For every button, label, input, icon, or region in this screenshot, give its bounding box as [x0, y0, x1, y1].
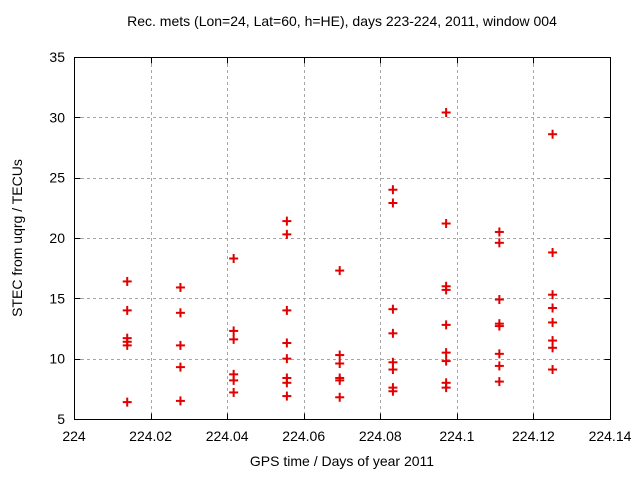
- data-point-marker: [229, 375, 239, 385]
- data-point-marker: [175, 362, 185, 372]
- data-point-marker: [335, 266, 345, 276]
- data-point-marker: [548, 343, 558, 353]
- data-point-marker: [175, 282, 185, 292]
- data-point-marker: [229, 254, 239, 264]
- data-point-marker: [229, 387, 239, 397]
- y-tick-label: 30: [49, 109, 65, 125]
- data-point-marker: [175, 308, 185, 318]
- data-point-marker: [494, 227, 504, 237]
- data-point-marker: [388, 185, 398, 195]
- data-point-marker: [494, 238, 504, 248]
- data-point-marker: [282, 354, 292, 364]
- x-tick-label: 224.02: [129, 428, 172, 444]
- y-tick-label: 20: [49, 230, 65, 246]
- x-tick-label: 224.14: [589, 428, 632, 444]
- data-point-marker: [282, 216, 292, 226]
- data-point-marker: [548, 303, 558, 313]
- data-point-marker: [282, 338, 292, 348]
- data-point-marker: [548, 317, 558, 327]
- y-tick-label: 15: [49, 290, 65, 306]
- data-point-marker: [282, 229, 292, 239]
- data-point-marker: [175, 340, 185, 350]
- data-point-marker: [335, 358, 345, 368]
- data-point-marker: [282, 305, 292, 315]
- data-point-marker: [548, 365, 558, 375]
- data-point-marker: [441, 219, 451, 229]
- x-tick-label: 224.08: [359, 428, 402, 444]
- x-tick-label: 224: [62, 428, 86, 444]
- data-point-marker: [335, 350, 345, 360]
- data-point-marker: [441, 348, 451, 358]
- data-point-marker: [548, 129, 558, 139]
- data-point-marker: [494, 349, 504, 359]
- data-point-marker: [548, 290, 558, 300]
- data-point-marker: [441, 320, 451, 330]
- data-point-marker: [494, 361, 504, 371]
- data-point-marker: [441, 356, 451, 366]
- data-point-marker: [388, 198, 398, 208]
- y-tick-label: 35: [49, 49, 65, 65]
- y-tick-label: 5: [57, 411, 65, 427]
- data-point-marker: [494, 321, 504, 331]
- data-point-marker: [335, 375, 345, 385]
- data-point-marker: [122, 305, 132, 315]
- data-point-marker: [335, 392, 345, 402]
- data-point-marker: [122, 340, 132, 350]
- x-axis-label: GPS time / Days of year 2011: [249, 453, 435, 469]
- data-point-marker: [388, 328, 398, 338]
- data-point-marker: [388, 386, 398, 396]
- data-point-marker: [494, 377, 504, 387]
- x-tick-label: 224.12: [512, 428, 555, 444]
- data-point-marker: [122, 276, 132, 286]
- chart-title: Rec. mets (Lon=24, Lat=60, h=HE), days 2…: [127, 13, 557, 29]
- data-point-marker: [388, 304, 398, 314]
- data-point-marker: [229, 326, 239, 336]
- data-point-marker: [441, 108, 451, 118]
- data-point-marker: [282, 391, 292, 401]
- data-point-marker: [494, 295, 504, 305]
- data-point-marker: [122, 397, 132, 407]
- data-point-marker: [548, 247, 558, 257]
- y-tick-label: 25: [49, 170, 65, 186]
- x-tick-label: 224.06: [282, 428, 325, 444]
- data-point-marker: [441, 285, 451, 295]
- data-point-marker: [229, 334, 239, 344]
- x-tick-label: 224.04: [206, 428, 249, 444]
- data-point-marker: [388, 365, 398, 375]
- data-point-marker: [441, 383, 451, 393]
- data-point-marker: [175, 396, 185, 406]
- x-tick-label: 224.1: [439, 428, 474, 444]
- data-point-marker: [282, 378, 292, 388]
- y-tick-label: 10: [49, 351, 65, 367]
